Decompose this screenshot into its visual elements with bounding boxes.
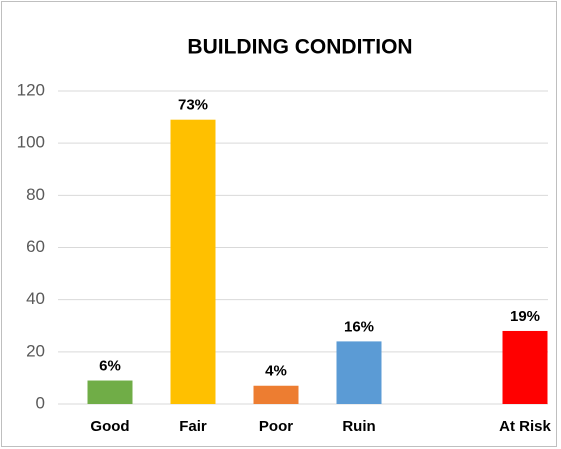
y-tick-label: 20 <box>26 341 45 360</box>
bar <box>502 330 548 404</box>
data-label: 4% <box>265 363 287 380</box>
bar <box>87 380 133 404</box>
data-label: 6% <box>99 357 121 374</box>
x-tick-label: Poor <box>259 418 293 435</box>
x-tick-label: Ruin <box>342 418 375 435</box>
bar <box>170 119 216 405</box>
x-tick-label: At Risk <box>499 418 551 435</box>
data-label: 19% <box>510 308 540 325</box>
chart-title: BUILDING CONDITION <box>187 36 412 59</box>
y-tick-label: 120 <box>17 80 45 99</box>
data-label: 73% <box>178 97 208 114</box>
data-label: 16% <box>344 318 374 335</box>
bar <box>253 385 299 404</box>
bar <box>336 341 382 404</box>
x-tick-label: Good <box>90 418 129 435</box>
y-tick-label: 0 <box>36 393 45 412</box>
y-tick-label: 60 <box>26 237 45 256</box>
x-tick-label: Fair <box>179 418 207 435</box>
y-tick-label: 40 <box>26 289 45 308</box>
y-tick-label: 100 <box>17 133 45 152</box>
y-tick-label: 80 <box>26 185 45 204</box>
